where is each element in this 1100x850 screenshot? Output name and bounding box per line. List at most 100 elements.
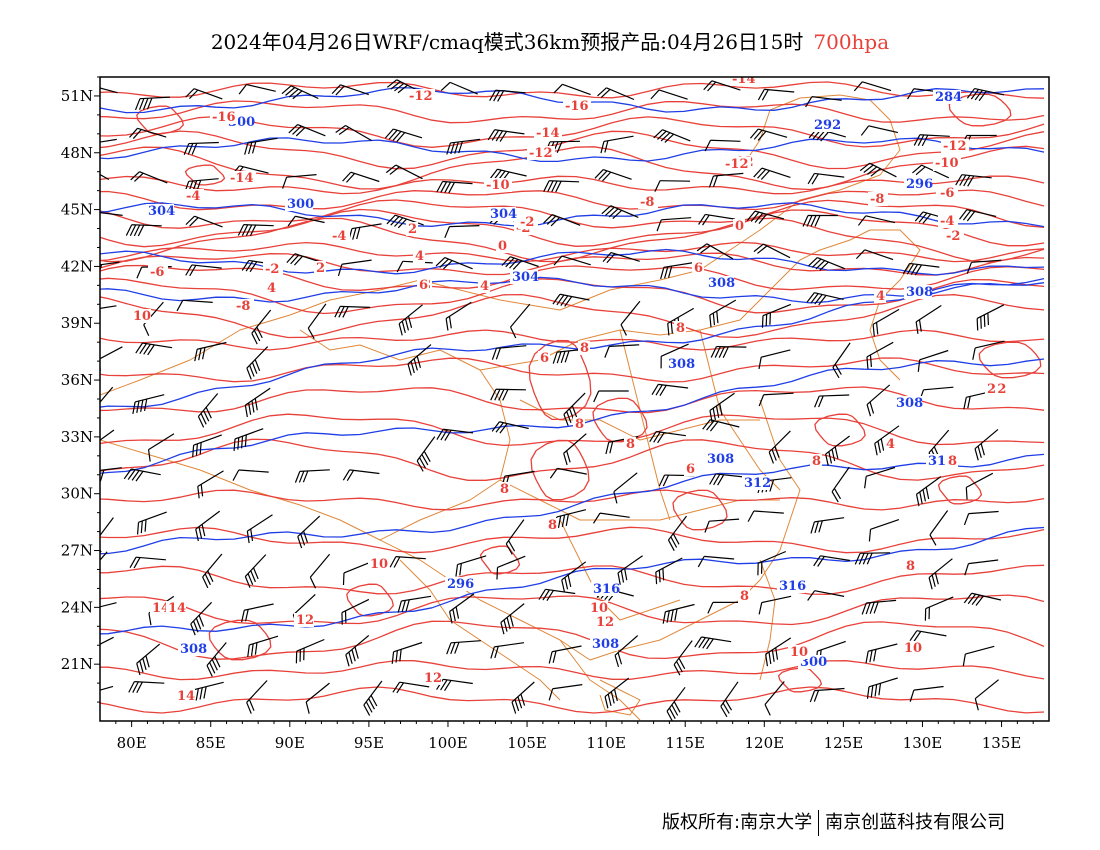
boundary-line <box>499 479 780 521</box>
contour-label-bg <box>933 156 961 170</box>
wind-barb <box>345 634 370 667</box>
lon-tick-label: 90E <box>275 734 305 752</box>
contour-label-bg <box>624 437 636 451</box>
wind-barb-feather <box>86 448 97 460</box>
wind-barb-shaft <box>814 687 845 692</box>
temperature-label: -12 <box>409 89 433 104</box>
wind-barb-feather <box>746 210 756 221</box>
wind-barb-feather <box>757 563 759 576</box>
wind-barb <box>389 556 426 568</box>
wind-barb-feather <box>250 528 254 541</box>
wind-barb-feather <box>660 132 671 142</box>
wind-barb-feather <box>505 257 515 268</box>
wind-barb-feather <box>620 324 627 336</box>
wind-barb-feather <box>698 214 706 225</box>
wind-barb-feather <box>83 694 91 706</box>
temperature-label: 8 <box>500 482 509 497</box>
contour-label-bg <box>314 261 326 275</box>
wind-barb-feather <box>490 646 495 659</box>
wind-barb-feather <box>814 521 819 534</box>
wind-barb <box>237 224 274 237</box>
contour-label-bg <box>941 139 969 153</box>
contour-label-bg <box>527 146 555 160</box>
wind-barb-feather <box>672 533 680 545</box>
wind-barb-feather <box>704 139 712 152</box>
temperature-contour <box>528 339 592 421</box>
wind-barb <box>176 299 213 312</box>
wind-barb <box>832 342 851 379</box>
wind-barb-feather <box>974 448 979 461</box>
wind-barb <box>928 558 953 590</box>
temperature-contour <box>100 241 1045 263</box>
wind-barb <box>444 225 480 239</box>
temperature-contour <box>100 175 1045 195</box>
wind-barb-shaft <box>860 552 891 554</box>
wind-barb <box>974 679 999 711</box>
wind-barb-shaft <box>817 640 846 652</box>
wind-barb <box>232 469 269 481</box>
wind-barb <box>965 472 994 500</box>
wind-barb-shaft <box>340 305 371 308</box>
wind-barb-shaft <box>552 684 583 690</box>
wind-barb-feather <box>254 642 258 655</box>
contour-label-bg <box>178 642 206 656</box>
wind-barb-feather <box>370 695 378 707</box>
wind-barb-feather <box>87 471 93 483</box>
wind-barb-feather <box>546 590 554 601</box>
wind-barb-feather <box>87 692 95 704</box>
wind-barb <box>440 81 478 95</box>
wind-barb-feather <box>190 623 196 636</box>
temperature-label: -16 <box>212 110 236 125</box>
wind-barb <box>489 89 526 102</box>
wind-barb <box>136 643 161 676</box>
wind-barb <box>860 125 899 136</box>
wind-barb <box>809 687 845 703</box>
wind-barb-feather <box>673 664 681 676</box>
lon-tick-label: 100E <box>428 734 468 752</box>
title-text: 2024年04月26日WRF/cmaq模式36km预报产品:04月26日15时 <box>210 30 804 54</box>
wind-barb-shaft <box>709 518 740 522</box>
wind-barb <box>955 174 992 187</box>
wind-barb-feather <box>100 469 105 482</box>
temperature-label: 12 <box>596 615 614 630</box>
wind-barb-feather <box>602 171 612 182</box>
wind-barb-feather <box>709 473 717 485</box>
wind-barb-feather <box>512 260 523 270</box>
contour-label-bg <box>684 462 696 476</box>
wind-barb <box>549 467 587 479</box>
temperature-label: 8 <box>580 341 589 356</box>
wind-barb-shaft <box>497 555 526 568</box>
wind-barb-shaft <box>711 80 741 91</box>
wind-barb-shaft <box>340 84 369 96</box>
wind-barb <box>251 309 272 345</box>
wind-barb-shaft <box>701 636 732 643</box>
wind-barb-shaft <box>706 243 734 260</box>
wind-barb-shaft <box>921 164 950 179</box>
wind-barb-feather <box>962 210 972 221</box>
wind-barb-shaft <box>545 588 576 595</box>
wind-barb <box>872 308 900 337</box>
wind-barb <box>806 292 844 306</box>
wind-barb-feather <box>909 630 918 641</box>
wind-barb-feather <box>491 421 500 432</box>
wind-barb-feather <box>251 141 257 154</box>
wind-barb-feather <box>204 573 211 586</box>
temperature-contour <box>100 659 1045 681</box>
wind-barb-feather <box>617 652 623 665</box>
wind-barb-feather <box>757 245 768 254</box>
lat-tick-label: 21N <box>61 655 93 673</box>
temperature-label: 2 <box>408 222 417 237</box>
temperature-label: -4 <box>332 229 346 244</box>
wind-barb-feather <box>198 526 203 539</box>
wind-barb <box>348 223 382 241</box>
wind-barb-feather <box>857 215 867 226</box>
boundary-line <box>559 639 641 721</box>
temperature-contour <box>777 667 823 693</box>
wind-barb-feather <box>445 318 449 331</box>
wind-barb-feather <box>185 88 195 98</box>
wind-barb-feather <box>667 265 673 278</box>
wind-barb-feather <box>815 260 826 270</box>
wind-barb-feather <box>197 486 200 499</box>
wind-barb-feather <box>747 510 755 522</box>
temperature-label: 2 <box>987 382 996 397</box>
